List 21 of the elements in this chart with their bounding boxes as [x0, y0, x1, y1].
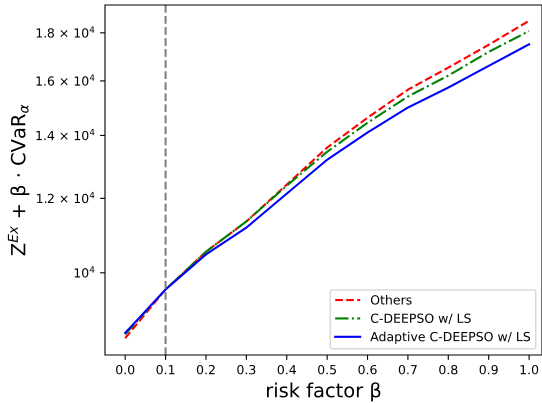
legend-label: Adaptive C-DEEPSO w/ LS	[370, 332, 530, 344]
y-tick-label: 1.6 × 10$^{4}$	[36, 74, 94, 86]
x-tick-label: 0.2	[196, 364, 215, 374]
x-axis-title: risk factor β	[267, 382, 380, 402]
x-tick-label: 1.0	[520, 364, 538, 374]
y-tick-label: 10$^{4}$	[74, 266, 94, 278]
y-tick-label: 1.8 × 10$^{4}$	[36, 26, 94, 38]
x-tick-label: 0.6	[358, 364, 377, 374]
x-tick-label: 0.0	[116, 364, 134, 374]
y-tick-label: 1.4 × 10$^{4}$	[36, 128, 94, 140]
x-tick-label: 0.7	[398, 364, 417, 374]
legend-label: C-DEEPSO w/ LS	[370, 314, 471, 324]
y-tick-label: 1.2 × 10$^{4}$	[37, 192, 94, 204]
x-tick-label: 0.3	[237, 364, 256, 374]
x-tick-label: 0.9	[480, 364, 498, 374]
legend-label: Others	[370, 294, 412, 305]
y-axis-title: Z$^{Ex}$ + β · CVaR$_{α}$	[8, 104, 30, 256]
x-tick-label: 0.4	[278, 364, 296, 374]
x-tick-label: 0.5	[318, 364, 336, 374]
x-tick-label: 0.8	[439, 364, 458, 374]
x-tick-label: 0.1	[156, 364, 174, 374]
